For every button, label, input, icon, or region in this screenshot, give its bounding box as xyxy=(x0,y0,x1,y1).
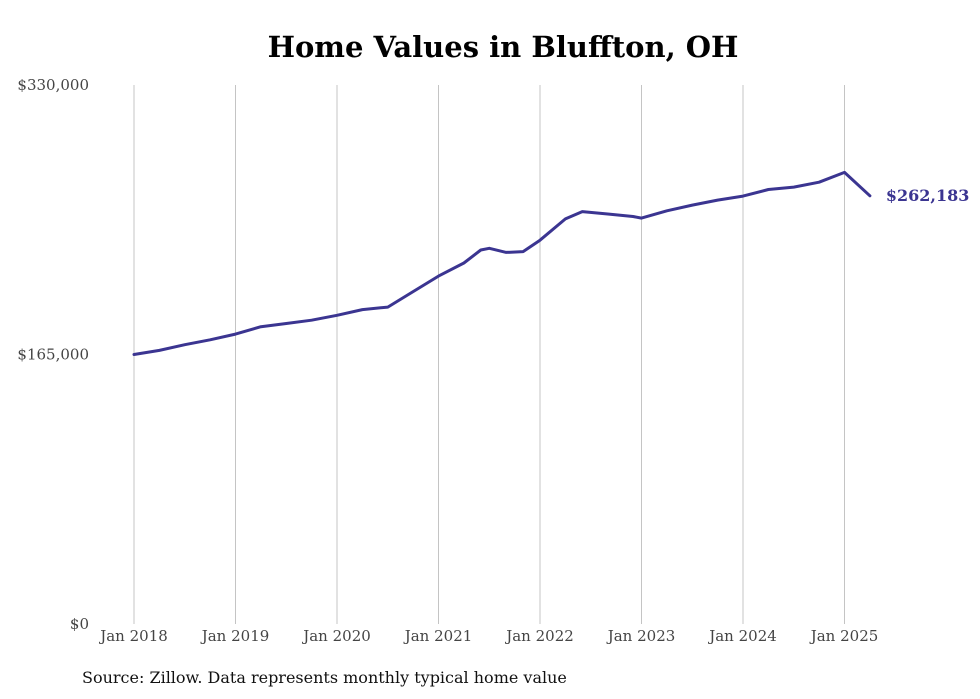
x-tick-label: Jan 2025 xyxy=(809,627,879,645)
x-gridlines xyxy=(133,85,845,624)
x-axis-ticks: Jan 2018 Jan 2019 Jan 2020 Jan 2021 Jan 2022… xyxy=(98,627,878,645)
y-tick-label: $330,000 xyxy=(17,76,89,94)
x-tick-label: Jan 2021 xyxy=(403,627,473,645)
x-tick-label: Jan 2022 xyxy=(504,627,574,645)
source-note: Source: Zillow. Data represents monthly … xyxy=(82,668,567,687)
home-value-line xyxy=(132,170,872,356)
x-tick-label: Jan 2018 xyxy=(98,627,168,645)
x-tick-label: Jan 2020 xyxy=(301,627,371,645)
x-tick-label: Jan 2019 xyxy=(200,627,270,645)
x-tick-label: Jan 2024 xyxy=(707,627,777,645)
y-axis-ticks: $0 $165,000 $330,000 xyxy=(17,76,89,633)
chart-title: Home Values in Bluffton, OH xyxy=(267,30,739,64)
y-tick-label: $0 xyxy=(70,615,89,633)
latest-value-label: $262,183 xyxy=(886,186,970,205)
x-tick-label: Jan 2023 xyxy=(606,627,676,645)
y-tick-label: $165,000 xyxy=(17,346,89,364)
